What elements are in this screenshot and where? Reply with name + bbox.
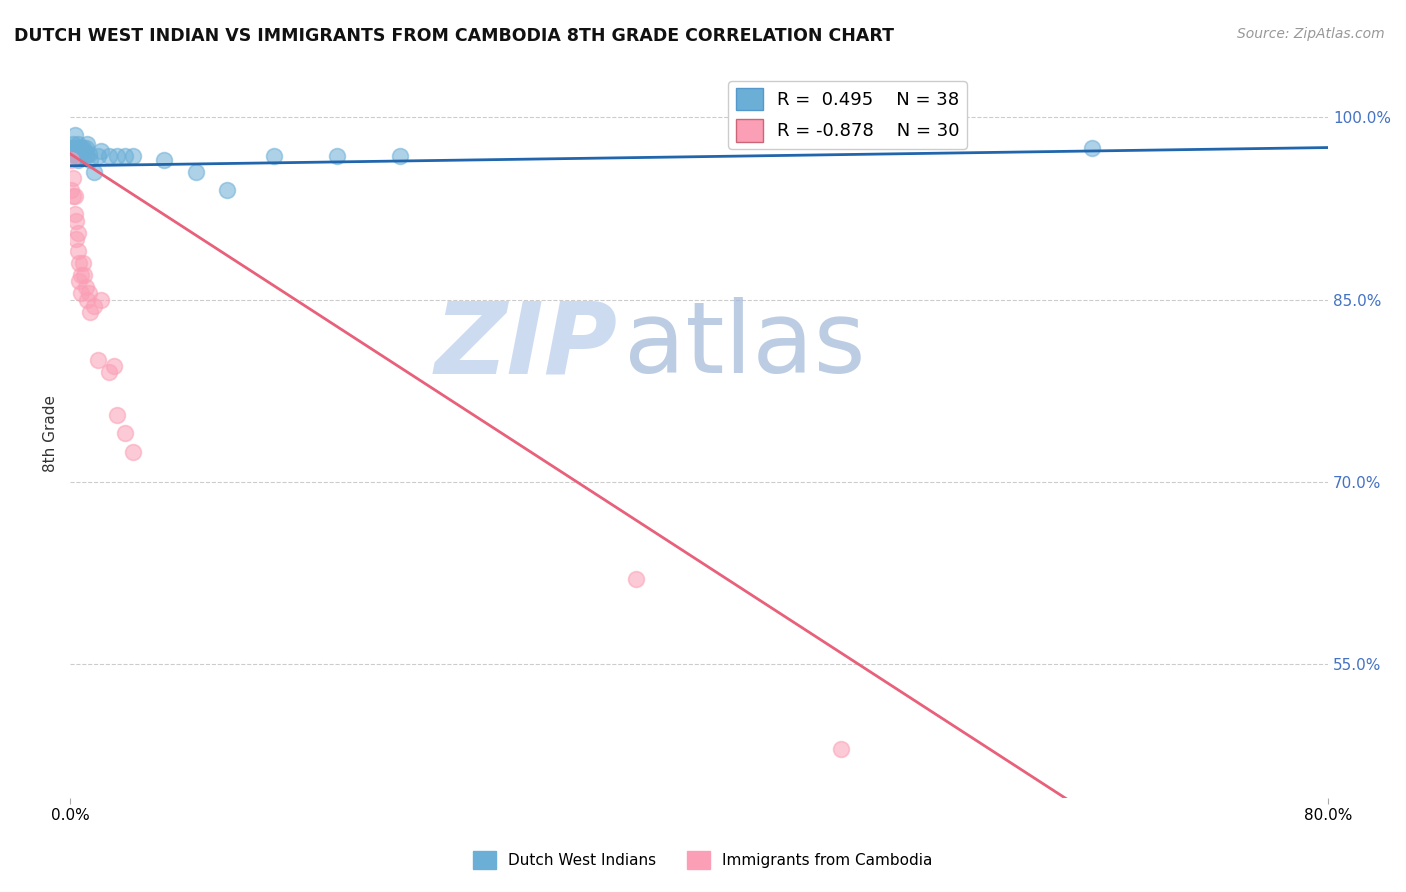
Point	[75, 280, 97, 294]
Point	[72, 256, 94, 270]
Point	[60, 140, 83, 154]
Point	[62, 170, 84, 185]
Point	[70, 140, 93, 154]
Text: Source: ZipAtlas.com: Source: ZipAtlas.com	[1237, 27, 1385, 41]
Point	[65, 140, 87, 154]
Point	[217, 183, 239, 197]
Point	[62, 136, 84, 151]
Point	[70, 286, 93, 301]
Point	[114, 149, 136, 163]
Point	[98, 366, 121, 380]
Point	[63, 207, 86, 221]
Point	[326, 149, 349, 163]
Point	[66, 136, 89, 151]
Point	[72, 140, 94, 154]
Point	[60, 153, 83, 167]
Point	[76, 293, 98, 307]
Point	[63, 146, 86, 161]
Point	[114, 426, 136, 441]
Point	[76, 136, 98, 151]
Point	[83, 299, 105, 313]
Point	[75, 149, 97, 163]
Point	[77, 146, 100, 161]
Point	[67, 274, 90, 288]
Point	[63, 189, 86, 203]
Point	[121, 149, 143, 163]
Point	[87, 149, 110, 163]
Point	[67, 146, 90, 161]
Point	[67, 256, 90, 270]
Point	[624, 572, 647, 586]
Legend: Dutch West Indians, Immigrants from Cambodia: Dutch West Indians, Immigrants from Camb…	[467, 845, 939, 875]
Point	[105, 408, 128, 422]
Text: ZIP: ZIP	[434, 297, 617, 394]
Point	[153, 153, 176, 167]
Point	[79, 304, 101, 318]
Point	[63, 140, 86, 154]
Point	[98, 149, 121, 163]
Point	[60, 183, 83, 197]
Y-axis label: 8th Grade: 8th Grade	[44, 395, 58, 472]
Point	[72, 149, 94, 163]
Text: atlas: atlas	[623, 297, 865, 394]
Point	[66, 244, 89, 258]
Point	[1081, 140, 1104, 154]
Point	[65, 149, 87, 163]
Point	[90, 293, 112, 307]
Point	[105, 149, 128, 163]
Point	[73, 145, 96, 159]
Point	[263, 149, 285, 163]
Point	[389, 149, 412, 163]
Point	[75, 140, 97, 154]
Point	[103, 359, 125, 374]
Point	[87, 353, 110, 368]
Point	[65, 232, 87, 246]
Point	[63, 128, 86, 143]
Point	[83, 165, 105, 179]
Point	[77, 286, 100, 301]
Point	[73, 268, 96, 283]
Point	[70, 268, 93, 283]
Point	[90, 145, 112, 159]
Point	[70, 145, 93, 159]
Point	[66, 153, 89, 167]
Text: DUTCH WEST INDIAN VS IMMIGRANTS FROM CAMBODIA 8TH GRADE CORRELATION CHART: DUTCH WEST INDIAN VS IMMIGRANTS FROM CAM…	[14, 27, 894, 45]
Point	[66, 226, 89, 240]
Point	[184, 165, 207, 179]
Point	[66, 145, 89, 159]
Point	[62, 146, 84, 161]
Point	[121, 444, 143, 458]
Point	[65, 213, 87, 227]
Point	[62, 189, 84, 203]
Point	[67, 140, 90, 154]
Point	[79, 153, 101, 167]
Legend: R =  0.495    N = 38, R = -0.878    N = 30: R = 0.495 N = 38, R = -0.878 N = 30	[728, 81, 967, 149]
Point	[830, 742, 852, 756]
Point	[67, 149, 90, 163]
